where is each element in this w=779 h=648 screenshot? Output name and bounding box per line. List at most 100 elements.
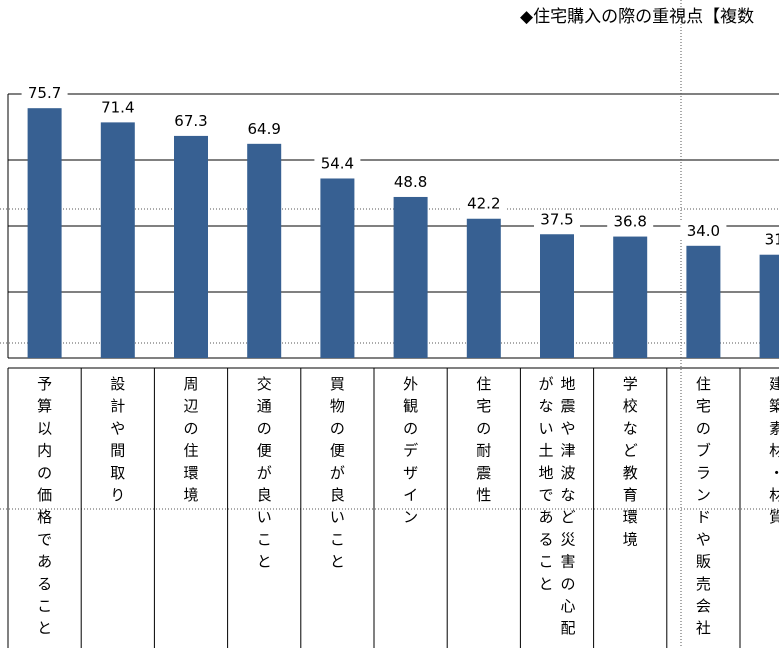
category-label-char: の — [476, 419, 491, 437]
category-label-char: 築 — [769, 397, 779, 415]
data-label-bg — [387, 172, 434, 191]
category-label-char: 観 — [403, 397, 418, 415]
data-label: 31. — [765, 231, 779, 249]
category-label-char: と — [37, 619, 52, 637]
category-label-char: 性 — [476, 486, 491, 504]
category-label-char: が — [538, 375, 553, 393]
category-label-char: 耐 — [476, 442, 491, 460]
data-label: 37.5 — [540, 210, 573, 228]
category-label-char: の — [330, 419, 345, 437]
data-label-bg — [758, 230, 779, 249]
category-label-char: ・ — [769, 464, 779, 482]
category-label-char: の — [37, 464, 52, 482]
category-label-char: こ — [257, 530, 272, 548]
data-label-bg — [607, 212, 654, 231]
category-label-char: 素 — [769, 419, 779, 437]
category-label-char: こ — [37, 597, 52, 615]
category-label-char: 取 — [110, 464, 125, 482]
category-label-char: と — [538, 575, 553, 593]
category-label-char: の — [183, 419, 198, 437]
category-label-char: デ — [403, 442, 418, 460]
bar — [393, 196, 428, 358]
category-label-char: 住 — [696, 375, 711, 393]
data-label: 42.2 — [467, 195, 500, 213]
category-label-char: 社 — [696, 619, 711, 637]
category-label-char: な — [560, 486, 575, 504]
chart-title: ◆住宅購入の際の重視点【複数 — [520, 7, 755, 27]
category-label-char: 住 — [476, 375, 491, 393]
data-label: 48.8 — [394, 173, 427, 191]
category-label-char: 販 — [696, 553, 711, 571]
category-label-char: の — [696, 419, 711, 437]
data-label-bg — [94, 98, 141, 117]
category-label-char: 会 — [696, 597, 711, 615]
category-label-char: ン — [403, 508, 418, 526]
category-label-char: 間 — [110, 442, 125, 460]
category-label-char: 通 — [257, 397, 272, 415]
category-label-char: 震 — [560, 397, 575, 415]
category-label-char: る — [538, 530, 553, 548]
category-label-char: あ — [37, 553, 52, 571]
category-label-char: 震 — [476, 464, 491, 482]
bar — [613, 236, 648, 358]
category-label-char: 宅 — [476, 397, 491, 415]
category-label-char: ラ — [696, 464, 711, 482]
category-label-char: 便 — [257, 442, 272, 460]
data-label-bg — [314, 154, 361, 173]
data-label: 71.4 — [101, 98, 134, 116]
category-label-char: 質 — [769, 508, 779, 526]
category-label-char: 教 — [623, 464, 638, 482]
category-label-char: 内 — [37, 442, 52, 460]
category-label-char: こ — [538, 553, 553, 571]
category-label-char: こ — [330, 530, 345, 548]
category-label-char: ン — [696, 486, 711, 504]
category-label-char: 育 — [623, 486, 638, 504]
category-label-char: 価 — [37, 486, 52, 504]
category-label-char: と — [330, 553, 345, 571]
data-label: 54.4 — [321, 154, 354, 172]
category-label-char: 境 — [183, 486, 198, 504]
bar — [686, 245, 721, 358]
category-label-char: い — [330, 508, 345, 526]
data-label-bg — [168, 111, 214, 130]
category-label-char: の — [403, 419, 418, 437]
category-label-char: の — [257, 419, 272, 437]
category-label-char: 交 — [257, 375, 272, 393]
data-label: 34.0 — [687, 222, 720, 240]
category-label-char: ど — [560, 508, 575, 526]
category-label-char: 心 — [560, 597, 575, 615]
bar — [466, 218, 501, 358]
category-label-char: 住 — [183, 442, 198, 460]
data-label-bg — [534, 210, 580, 229]
category-label-char: 買 — [330, 375, 345, 393]
bar — [759, 254, 779, 358]
category-label-char: が — [330, 464, 345, 482]
category-label-char: な — [538, 397, 553, 415]
category-label-char: あ — [538, 508, 553, 526]
category-label-char: ザ — [403, 464, 418, 482]
category-label-char: 災 — [560, 530, 575, 548]
category-label-char: 境 — [623, 530, 638, 548]
category-label-char: で — [37, 530, 52, 548]
bar — [320, 178, 355, 358]
category-label-char: 物 — [330, 397, 345, 415]
category-label-char: 以 — [37, 419, 52, 437]
category-label-char: 校 — [623, 397, 638, 415]
category-label-char: 環 — [623, 508, 638, 526]
data-label: 64.9 — [247, 120, 280, 138]
data-label: 36.8 — [613, 213, 646, 231]
category-label-char: 材 — [769, 486, 779, 504]
data-label-bg — [680, 221, 727, 240]
category-label-char: 地 — [560, 375, 575, 393]
category-label-char: 環 — [183, 464, 198, 482]
bar — [27, 108, 62, 358]
category-label-char: 地 — [538, 464, 553, 482]
category-label-char: が — [257, 464, 272, 482]
category-label-char: 配 — [560, 619, 575, 637]
category-label-char: る — [37, 575, 52, 593]
category-label-char: 算 — [37, 397, 52, 415]
data-label: 67.3 — [174, 112, 207, 130]
category-label-char: 設 — [110, 375, 125, 393]
data-label-bg — [241, 119, 288, 138]
